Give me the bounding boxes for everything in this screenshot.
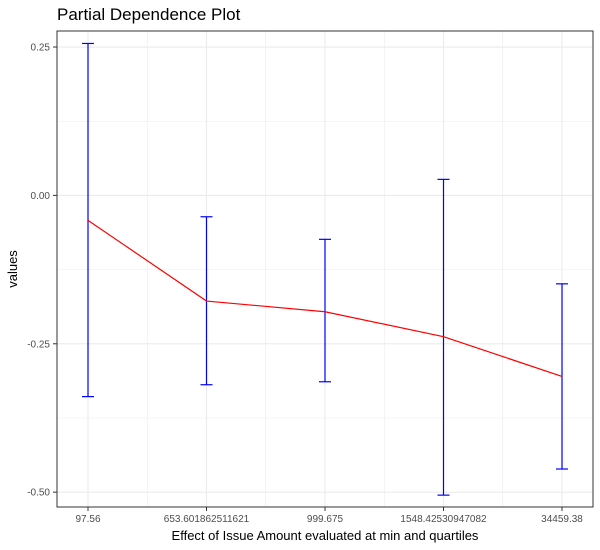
y-tick-label: -0.25 bbox=[27, 339, 50, 350]
x-axis-title: Effect of Issue Amount evaluated at min … bbox=[172, 528, 479, 543]
x-tick-label: 34459.38 bbox=[541, 514, 583, 525]
y-tick-label: 0.00 bbox=[31, 191, 51, 202]
y-tick-label: -0.50 bbox=[27, 488, 50, 499]
x-tick-label: 1548.42530947082 bbox=[400, 514, 487, 525]
effect-line bbox=[87, 219, 563, 377]
error-bar bbox=[319, 238, 331, 383]
x-tick-label: 97.56 bbox=[75, 514, 100, 525]
y-axis-title: values bbox=[5, 250, 20, 288]
x-tick-label: 653.601862511621 bbox=[164, 514, 250, 525]
error-bar bbox=[82, 42, 94, 398]
chart-title: Partial Dependence Plot bbox=[57, 5, 241, 24]
x-tick-label: 999.675 bbox=[307, 514, 344, 525]
y-tick-label: 0.25 bbox=[31, 43, 51, 54]
series-line bbox=[87, 219, 563, 377]
y-axis: 0.25 0.00 -0.25 -0.50 bbox=[27, 43, 57, 499]
x-axis: 97.56 653.601862511621 999.675 1548.4253094… bbox=[75, 507, 583, 525]
